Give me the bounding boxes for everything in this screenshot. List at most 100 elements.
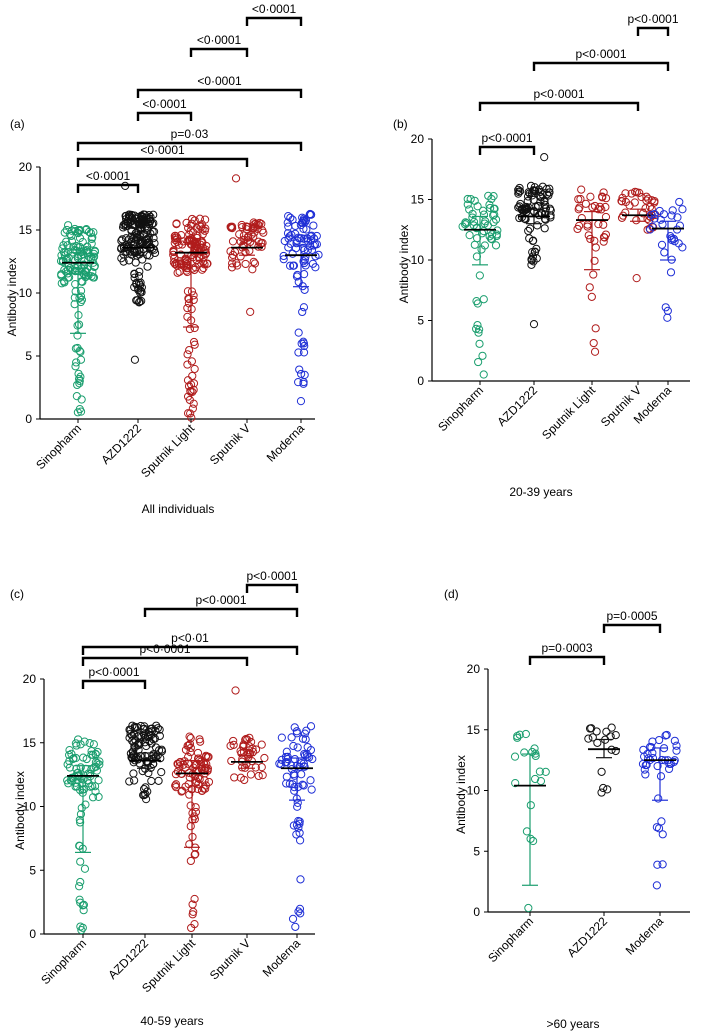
panel-d: (d) 0 5 10 15 20 Antibody index Sinopharm AZD122…	[444, 587, 690, 1031]
bracket-label: p<0·0001	[533, 87, 584, 101]
data-point	[73, 380, 82, 390]
data-point	[181, 258, 190, 267]
data-point	[590, 201, 600, 211]
data-point	[465, 231, 474, 240]
data-point	[178, 786, 187, 795]
data-point	[175, 762, 184, 771]
data-point	[251, 745, 261, 754]
data-point	[491, 241, 501, 250]
data-point	[288, 914, 298, 924]
data-point	[296, 909, 305, 918]
data-point	[89, 740, 98, 749]
data-point	[193, 748, 203, 758]
data-point	[666, 232, 675, 241]
data-point	[84, 247, 93, 257]
x-tick-label: Sputnik Light	[539, 383, 598, 442]
data-point	[75, 882, 84, 891]
data-point	[526, 801, 535, 810]
data-point	[648, 222, 657, 231]
data-point	[179, 760, 188, 769]
panel-a: (a) 0 5 10 15 20 Antibody index Sinopharm AZD122…	[5, 2, 323, 516]
data-point	[236, 773, 245, 782]
data-point	[230, 773, 239, 782]
data-point	[73, 228, 82, 237]
data-point	[197, 220, 207, 229]
data-point	[128, 753, 137, 763]
data-point	[599, 237, 608, 246]
bracket-label: <0·0001	[197, 74, 242, 88]
data-point	[295, 365, 304, 374]
data-point	[196, 737, 205, 746]
panel-c: (c) 0 5 10 15 20 Antibody index Sinopharm AZD122…	[10, 569, 317, 1028]
data-point	[127, 213, 137, 222]
data-point	[298, 213, 307, 222]
data-point	[295, 234, 304, 243]
data-point	[306, 722, 316, 731]
data-point	[149, 751, 158, 760]
y-axis-label: Antibody index	[13, 771, 27, 850]
data-point	[245, 749, 255, 758]
data-point	[185, 790, 194, 799]
data-point	[639, 745, 648, 754]
data-point	[660, 248, 669, 257]
data-point	[658, 830, 667, 839]
data-point	[299, 348, 309, 357]
data-point	[282, 779, 291, 788]
bracket-label: <0·0001	[140, 143, 185, 157]
data-point	[641, 770, 650, 779]
data-point	[599, 233, 609, 242]
data-point	[127, 237, 136, 247]
data-point	[157, 745, 166, 754]
data-point	[185, 732, 194, 741]
data-point	[632, 216, 641, 225]
data-point	[130, 283, 139, 292]
panel-label: (b)	[393, 117, 408, 131]
data-point	[84, 779, 93, 788]
data-point	[177, 787, 186, 796]
data-point	[289, 261, 299, 270]
data-point	[89, 252, 99, 261]
data-point	[472, 234, 482, 243]
data-point	[249, 257, 258, 266]
data-point	[299, 377, 308, 387]
bracket-line	[636, 26, 670, 36]
bracket-line	[143, 607, 299, 617]
data-point	[584, 734, 593, 743]
data-point	[179, 261, 189, 270]
data-point	[187, 923, 196, 933]
data-point	[312, 231, 321, 241]
data-point	[137, 733, 146, 742]
data-point	[302, 225, 311, 234]
data-point	[76, 857, 85, 866]
data-point	[248, 265, 257, 274]
data-point	[590, 347, 600, 356]
data-point	[475, 271, 484, 280]
data-point	[118, 223, 128, 232]
data-point	[289, 741, 298, 751]
y-tick-label: 20	[19, 160, 33, 174]
x-tick-label: AZD1222	[105, 936, 151, 982]
data-point	[77, 925, 86, 935]
data-point	[189, 379, 199, 388]
data-point	[510, 752, 520, 761]
data-point	[666, 268, 676, 277]
data-point	[293, 236, 302, 245]
data-point	[309, 221, 318, 230]
data-point	[640, 765, 649, 774]
data-point	[136, 219, 145, 228]
data-point	[645, 742, 655, 752]
data-point	[541, 767, 550, 777]
data-point	[673, 213, 682, 222]
data-point	[184, 295, 194, 304]
data-point	[475, 339, 484, 348]
bracket-line	[245, 583, 299, 593]
data-point	[581, 199, 590, 208]
y-tick-label: 20	[411, 132, 425, 146]
data-point	[71, 266, 80, 276]
significance-bracket: <0·0001	[76, 143, 249, 167]
data-point	[299, 781, 308, 790]
data-point	[73, 408, 82, 417]
bracket-line	[189, 47, 249, 57]
data-point	[176, 250, 185, 259]
data-point	[648, 754, 658, 763]
